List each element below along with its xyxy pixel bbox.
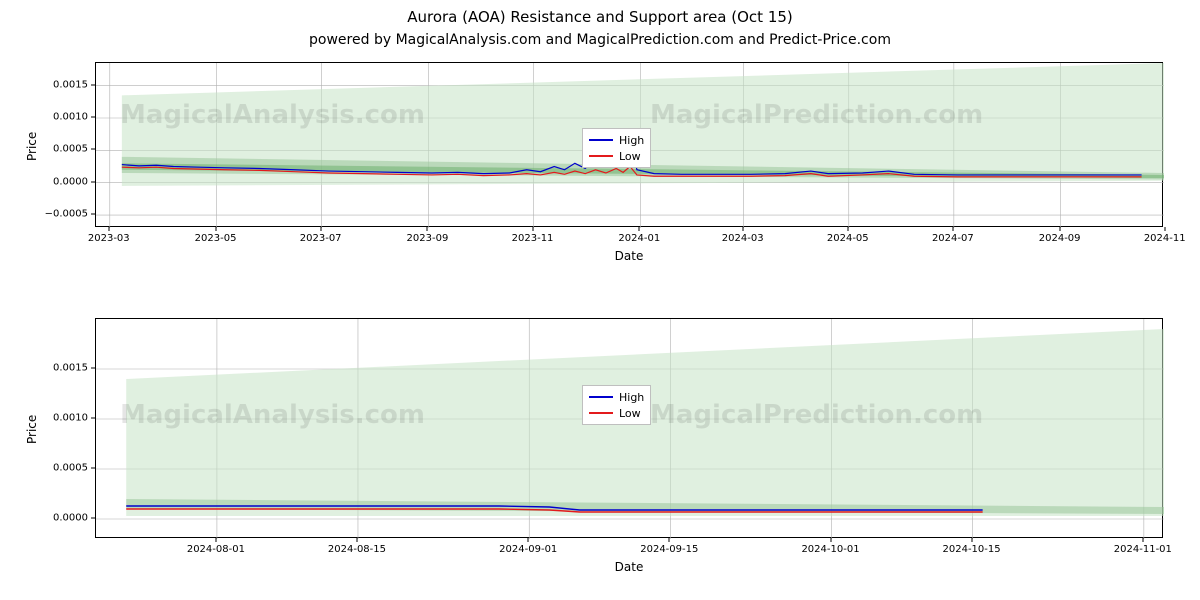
x-tick-mark: [1059, 227, 1060, 231]
legend-label: High: [619, 134, 644, 147]
x-tick-label: 2024-10-01: [801, 544, 859, 555]
x-tick-mark: [847, 227, 848, 231]
x-tick-mark: [356, 538, 357, 542]
legend-item: Low: [589, 405, 644, 421]
y-tick-label: 0.0005: [40, 144, 88, 155]
y-tick-mark: [91, 214, 95, 215]
legend-item: High: [589, 132, 644, 148]
x-tick-mark: [215, 538, 216, 542]
figure: Aurora (AOA) Resistance and Support area…: [0, 0, 1200, 600]
legend-item: Low: [589, 148, 644, 164]
y-tick-label: 0.0015: [40, 79, 88, 90]
x-tick-label: 2024-11-01: [1114, 544, 1172, 555]
y-tick-mark: [91, 181, 95, 182]
y-tick-label: 0.0010: [40, 413, 88, 424]
y-tick-label: 0.0000: [40, 513, 88, 524]
x-tick-mark: [1142, 538, 1143, 542]
legend-label: Low: [619, 150, 641, 163]
figure-subtitle: powered by MagicalAnalysis.com and Magic…: [0, 32, 1200, 48]
x-tick-label: 2024-09-01: [499, 544, 557, 555]
x-tick-label: 2024-08-15: [328, 544, 386, 555]
x-tick-label: 2024-09-15: [640, 544, 698, 555]
x-tick-mark: [639, 227, 640, 231]
y-tick-mark: [91, 518, 95, 519]
legend-swatch: [589, 396, 613, 398]
legend: High Low: [582, 385, 651, 425]
x-tick-mark: [1164, 227, 1165, 231]
x-tick-mark: [742, 227, 743, 231]
y-tick-mark: [91, 117, 95, 118]
x-tick-mark: [320, 227, 321, 231]
x-tick-label: 2024-03: [722, 233, 764, 244]
x-tick-mark: [427, 227, 428, 231]
y-tick-label: 0.0010: [40, 112, 88, 123]
figure-title: Aurora (AOA) Resistance and Support area…: [0, 8, 1200, 26]
x-tick-label: 2023-03: [88, 233, 130, 244]
y-tick-mark: [91, 149, 95, 150]
y-tick-label: −0.0005: [40, 209, 88, 220]
legend-item: High: [589, 389, 644, 405]
x-tick-mark: [669, 538, 670, 542]
y-tick-label: 0.0015: [40, 363, 88, 374]
x-tick-mark: [952, 227, 953, 231]
x-tick-mark: [971, 538, 972, 542]
legend-swatch: [589, 139, 613, 141]
legend: High Low: [582, 128, 651, 168]
x-axis-label: Date: [95, 249, 1163, 263]
x-tick-label: 2024-09: [1039, 233, 1081, 244]
y-tick-mark: [91, 84, 95, 85]
x-tick-label: 2024-01: [618, 233, 660, 244]
plot-area: [96, 319, 1164, 539]
y-tick-mark: [91, 418, 95, 419]
y-tick-label: 0.0005: [40, 463, 88, 474]
y-axis-label: Price: [25, 415, 39, 444]
legend-swatch: [589, 155, 613, 157]
x-tick-label: 2023-11: [512, 233, 554, 244]
x-axis-label: Date: [95, 560, 1163, 574]
x-tick-label: 2023-05: [195, 233, 237, 244]
x-tick-mark: [532, 227, 533, 231]
y-tick-label: 0.0000: [40, 176, 88, 187]
chart-panel-bottom: [95, 318, 1163, 538]
y-axis-label: Price: [25, 131, 39, 160]
x-tick-mark: [528, 538, 529, 542]
x-tick-label: 2024-05: [827, 233, 869, 244]
x-tick-mark: [215, 227, 216, 231]
x-tick-label: 2024-08-01: [187, 544, 245, 555]
legend-swatch: [589, 412, 613, 414]
x-tick-label: 2023-07: [300, 233, 342, 244]
x-tick-mark: [830, 538, 831, 542]
x-tick-label: 2023-09: [407, 233, 449, 244]
x-tick-label: 2024-11: [1144, 233, 1186, 244]
x-tick-mark: [108, 227, 109, 231]
y-tick-mark: [91, 468, 95, 469]
legend-label: Low: [619, 407, 641, 420]
x-tick-label: 2024-10-15: [943, 544, 1001, 555]
legend-label: High: [619, 391, 644, 404]
y-tick-mark: [91, 368, 95, 369]
x-tick-label: 2024-07: [932, 233, 974, 244]
